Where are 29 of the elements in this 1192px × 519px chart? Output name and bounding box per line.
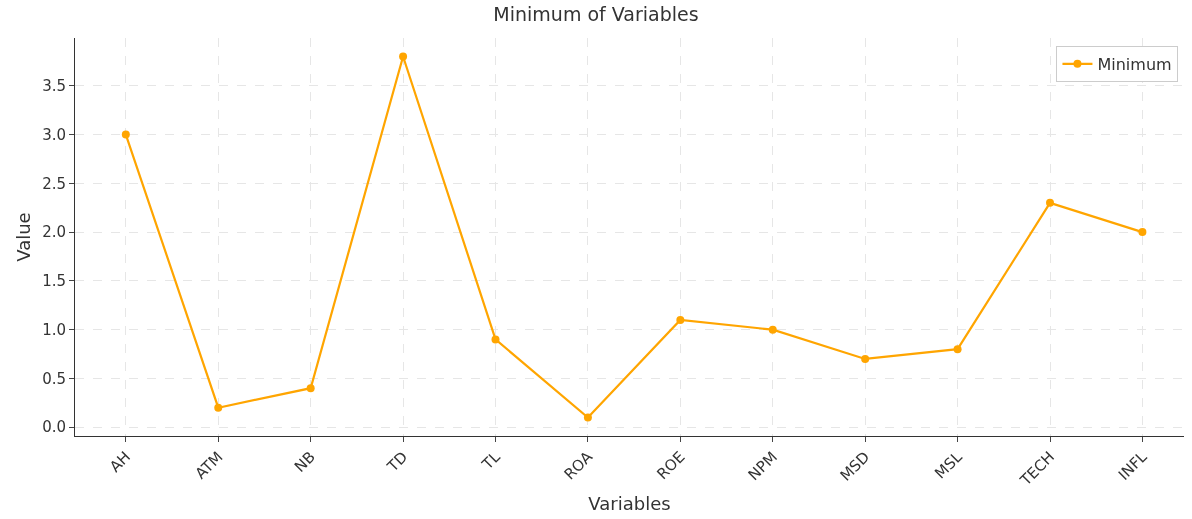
point xyxy=(676,315,685,324)
y-tick-label: 3.5 xyxy=(42,77,66,96)
chart-title: Minimum of Variables xyxy=(493,3,699,26)
y-tick-label: 1.5 xyxy=(42,272,66,291)
x-tick-label: TD xyxy=(383,447,412,476)
y-tick-label: 0.0 xyxy=(42,418,66,437)
x-tick-label: NB xyxy=(290,447,319,476)
point xyxy=(306,384,315,393)
point xyxy=(953,345,962,354)
y-axis-title: Value xyxy=(13,212,35,262)
y-tick-label: 3.0 xyxy=(42,125,66,144)
y-tick-label: 2.0 xyxy=(42,223,66,242)
x-axis-title: Variables xyxy=(588,493,671,515)
y-tick-label: 2.5 xyxy=(42,174,66,193)
x-tick-label: MSL xyxy=(931,447,967,483)
point xyxy=(1046,198,1054,207)
point xyxy=(583,413,592,422)
point xyxy=(768,325,777,334)
point xyxy=(1138,228,1147,237)
point xyxy=(861,354,870,363)
point xyxy=(491,335,500,344)
x-tick-label: TL xyxy=(477,447,505,474)
x-tick-label: AH xyxy=(106,447,134,476)
point xyxy=(399,52,408,61)
y-tick-label: 1.0 xyxy=(42,320,66,339)
legend-label: Minimum xyxy=(1097,55,1172,75)
point xyxy=(214,403,223,412)
y-tick-label: 0.5 xyxy=(42,369,66,388)
point xyxy=(121,130,130,139)
